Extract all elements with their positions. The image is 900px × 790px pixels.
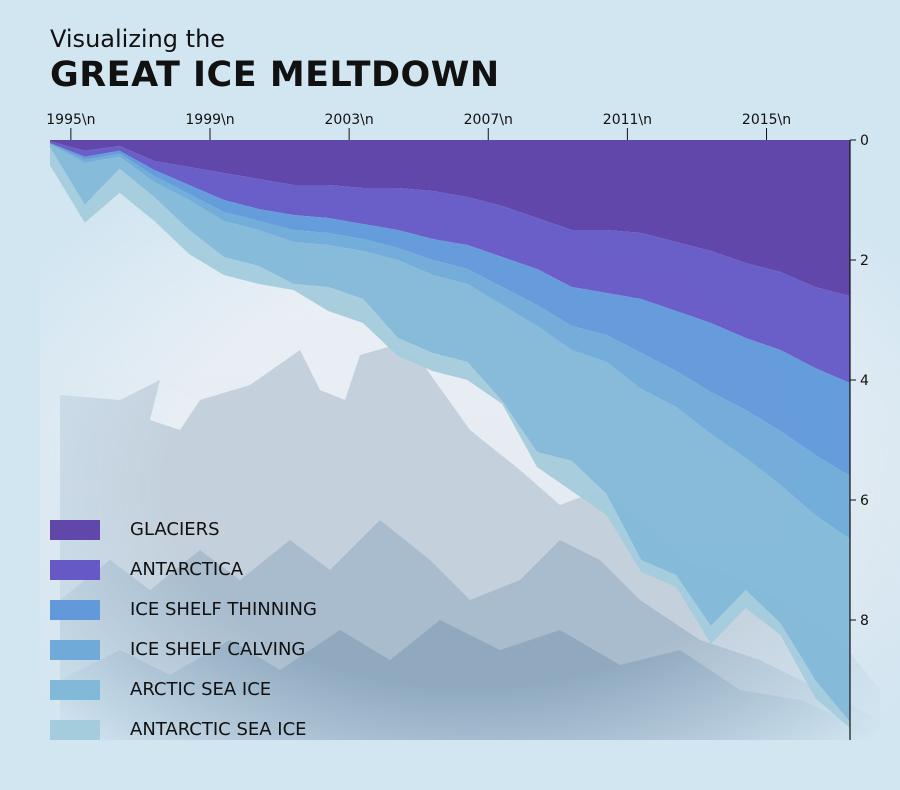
x-tick-label: 2011\n [603,112,652,128]
y-tick-label: 8 [860,613,869,629]
x-tick-label: 1999\n [185,112,234,128]
legend-swatch [50,600,100,620]
chart-title: GREAT ICE MELTDOWN [50,55,500,95]
x-tick-label: 2007\n [464,112,513,128]
legend-swatch [50,720,100,740]
legend-label: ARCTIC SEA ICE [130,679,272,700]
legend-swatch [50,560,100,580]
legend-label: ANTARCTICA [130,559,244,580]
x-tick-label: 2015\n [742,112,791,128]
y-tick-label: 0 [860,133,869,149]
y-tick-label: 2 [860,253,869,269]
legend-swatch [50,640,100,660]
chart-subtitle: Visualizing the [50,25,226,53]
x-tick-label: 2003\n [325,112,374,128]
legend-label: ICE SHELF THINNING [130,599,317,620]
x-tick-label: 1995\n [46,112,95,128]
legend-label: GLACIERS [130,519,220,540]
legend-label: ANTARCTIC SEA ICE [130,719,307,740]
legend-swatch [50,520,100,540]
area-glaciers [50,140,850,296]
legend-swatch [50,680,100,700]
legend-label: ICE SHELF CALVING [130,639,306,660]
area-antarctica [50,141,850,383]
y-tick-label: 6 [860,493,869,509]
y-tick-label: 4 [860,373,869,389]
area-arctic-sea-ice [50,144,850,722]
